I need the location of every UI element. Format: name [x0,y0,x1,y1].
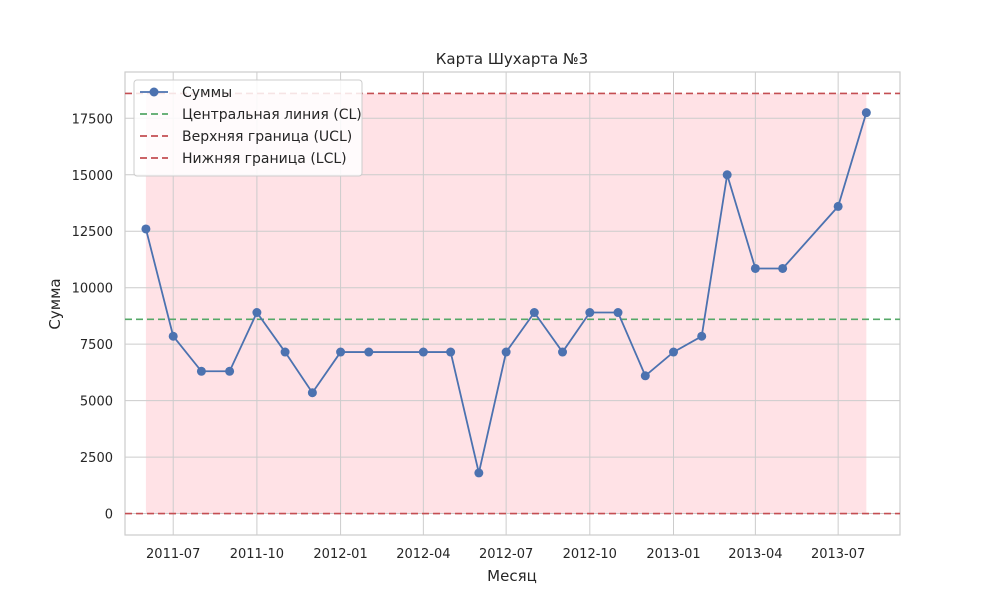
data-point [501,347,511,357]
y-axis-label: Сумма [46,278,64,329]
legend: Суммы Центральная линия (CL) Верхняя грани… [133,79,363,177]
data-point [558,347,568,357]
data-point [585,308,595,318]
data-point [613,308,623,318]
data-point [750,263,760,273]
y-tick-label: 7500 [80,338,113,353]
chart-title: Карта Шухарта №3 [436,50,588,68]
data-point [168,331,178,341]
legend-label: Верхняя граница (UCL) [182,129,352,145]
data-point [529,308,539,318]
legend-label: Суммы [182,85,232,101]
data-point [861,108,871,118]
legend-box [133,79,363,177]
x-tick-label: 2012-07 [479,547,533,562]
data-point [474,468,484,478]
data-point [669,347,679,357]
legend-label: Нижняя граница (LCL) [182,151,347,167]
x-tick-label: 2013-01 [646,547,700,562]
data-point [722,170,732,180]
x-tick-label: 2012-04 [396,547,450,562]
x-tick-label: 2011-10 [230,547,284,562]
y-tick-label: 10000 [72,282,113,297]
y-tick-label: 17500 [72,112,113,127]
data-point [833,201,843,211]
data-point [196,366,206,376]
data-point [307,388,317,398]
data-point [778,263,788,273]
y-tick-label: 12500 [72,225,113,240]
x-tick-label: 2013-07 [811,547,865,562]
x-tick-label: 2013-04 [728,547,782,562]
x-tick-label: 2011-07 [146,547,200,562]
y-tick-label: 2500 [80,451,113,466]
y-tick-label: 15000 [72,169,113,184]
data-point [640,371,650,381]
data-point [446,347,456,357]
x-axis-label: Месяц [487,567,537,585]
legend-marker [149,87,159,97]
data-point [225,366,235,376]
data-point [252,308,262,318]
y-tick-label: 5000 [80,395,113,410]
plot-frame [124,71,901,536]
data-point [141,224,151,234]
y-tick-label: 0 [105,508,113,523]
data-point [336,347,346,357]
data-point [364,347,374,357]
data-point [280,347,290,357]
data-point [418,347,428,357]
x-tick-label: 2012-10 [563,547,617,562]
x-tick-label: 2012-01 [313,547,367,562]
legend-label: Центральная линия (CL) [182,107,362,123]
data-point [697,331,707,341]
